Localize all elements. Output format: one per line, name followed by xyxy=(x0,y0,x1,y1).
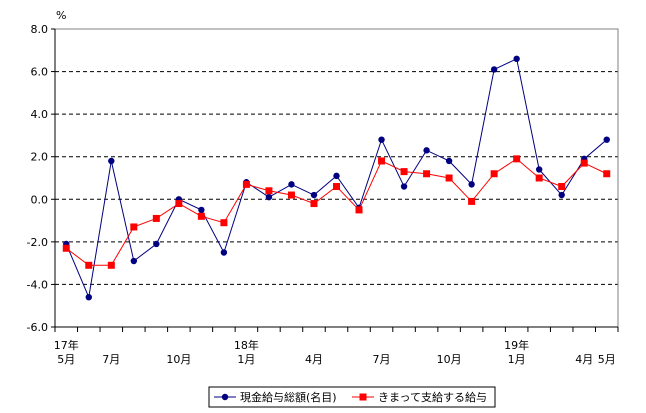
data-point xyxy=(220,249,228,256)
y-tick-label: 8.0 xyxy=(31,23,49,36)
data-point xyxy=(490,66,498,73)
data-point xyxy=(62,244,70,252)
y-tick-label: 0.0 xyxy=(31,193,49,206)
legend-label-series-2: きまって支給する給与 xyxy=(378,390,487,404)
y-tick-label: 2.0 xyxy=(31,151,49,164)
data-point xyxy=(153,240,160,248)
data-point xyxy=(513,55,520,62)
y-unit-label: % xyxy=(56,9,66,22)
x-tick-year-label: 17年 xyxy=(54,338,79,352)
x-tick-month-label: 4月 xyxy=(305,353,323,366)
x-tick-year-label: 18年 xyxy=(234,338,259,352)
grid-lines xyxy=(55,71,618,285)
data-point xyxy=(603,136,610,143)
series-layer xyxy=(62,55,611,301)
x-tick-month-label: 4月 xyxy=(575,353,593,366)
data-point xyxy=(242,180,250,188)
data-point xyxy=(333,172,340,180)
x-tick-month-label: 10月 xyxy=(437,353,462,366)
x-tick-month-label: 7月 xyxy=(102,353,120,366)
data-point xyxy=(355,206,363,214)
data-point xyxy=(220,219,228,227)
data-point xyxy=(468,197,476,205)
data-point xyxy=(468,181,475,188)
x-tick-month-label: 1月 xyxy=(237,353,255,366)
data-point xyxy=(535,166,543,173)
data-point xyxy=(423,170,431,178)
data-point xyxy=(378,157,386,165)
x-tick-month-label: 1月 xyxy=(508,353,526,366)
data-point xyxy=(490,170,498,178)
data-point xyxy=(445,157,453,165)
data-point xyxy=(107,261,115,269)
data-point xyxy=(310,200,318,208)
data-point xyxy=(288,181,295,188)
y-tick-labels: 8.0 6.0 4.0 2.0 0.0 -2.0 -4.0 -6.0 xyxy=(27,23,48,334)
data-point xyxy=(333,183,340,191)
data-point xyxy=(265,193,273,201)
x-tick-month-label: 7月 xyxy=(373,353,391,366)
legend: 現金給与総額(名目) きまって支給する給与 xyxy=(208,386,496,408)
x-tick-year-label: 19年 xyxy=(504,338,529,352)
data-point xyxy=(287,191,295,199)
y-tick-label: 4.0 xyxy=(31,108,49,121)
x-tick-month-label: 5月 xyxy=(598,353,616,366)
data-point xyxy=(603,170,611,178)
data-point xyxy=(197,212,205,220)
data-point xyxy=(580,159,588,167)
data-point xyxy=(400,183,408,190)
data-point xyxy=(265,187,273,195)
data-point xyxy=(423,147,430,154)
data-point xyxy=(445,174,453,182)
y-tick-label: -4.0 xyxy=(27,278,48,291)
data-point xyxy=(152,214,160,222)
axes xyxy=(51,28,619,332)
data-point xyxy=(108,157,115,165)
legend-marker-series-1 xyxy=(221,393,229,401)
data-point xyxy=(378,136,385,143)
data-point xyxy=(130,223,138,231)
data-point xyxy=(400,168,408,176)
data-point xyxy=(535,174,543,182)
y-tick-label: -2.0 xyxy=(27,236,48,249)
x-tick-month-label: 5月 xyxy=(57,353,75,366)
legend-label-series-1: 現金給与総額(名目) xyxy=(240,390,337,404)
x-tick-month-label: 10月 xyxy=(166,353,191,366)
data-point xyxy=(85,294,92,301)
legend-marker-series-2 xyxy=(359,393,367,401)
series-1 xyxy=(63,55,610,301)
data-point xyxy=(310,191,318,199)
data-point xyxy=(513,155,521,163)
data-point xyxy=(558,191,565,199)
data-point xyxy=(558,183,566,191)
series-2 xyxy=(62,155,611,269)
data-point xyxy=(130,257,138,265)
data-point xyxy=(175,200,183,208)
y-tick-label: -6.0 xyxy=(27,321,48,334)
y-tick-label: 6.0 xyxy=(31,66,49,79)
data-point xyxy=(198,206,205,214)
data-point xyxy=(85,261,93,269)
